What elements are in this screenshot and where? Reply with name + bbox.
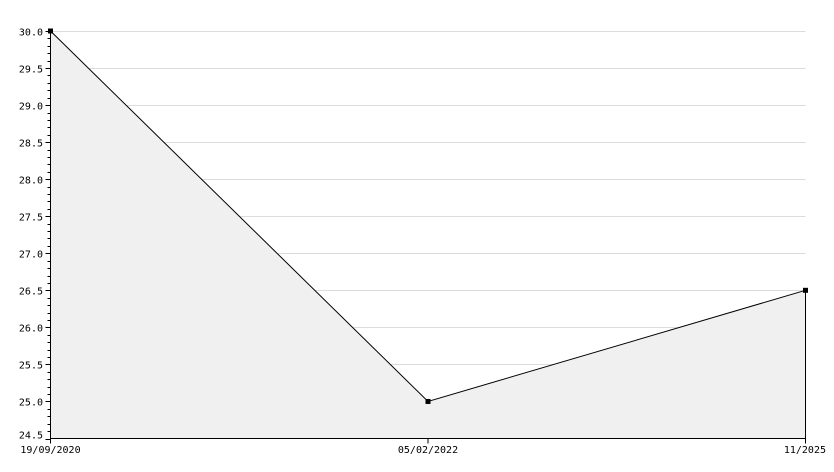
- y-tick-label: 28.0: [19, 176, 43, 187]
- y-tick-label: 25.0: [19, 398, 43, 409]
- x-tick-label: 19/09/2020: [20, 445, 80, 456]
- x-axis: 19/09/2020 05/02/2022 11/2025: [20, 290, 826, 456]
- data-point: [48, 28, 53, 34]
- x-tick-label: 05/02/2022: [398, 445, 458, 456]
- data-point: [803, 287, 808, 293]
- area-fill: [50, 31, 806, 439]
- y-tick-label: 27.0: [19, 250, 43, 261]
- y-tick-label: 25.5: [19, 361, 43, 372]
- y-tick-label: 26.5: [19, 287, 43, 298]
- data-points: [48, 28, 808, 404]
- y-tick-label: 26.0: [19, 324, 43, 335]
- data-point: [425, 398, 431, 404]
- y-tick-label: 29.0: [19, 102, 43, 113]
- y-tick-label: 30.0: [19, 28, 43, 39]
- y-tick-label: 29.5: [19, 65, 43, 76]
- x-tick-label: 11/2025: [784, 445, 826, 456]
- y-tick-label: 24.5: [19, 431, 43, 442]
- y-tick-label: 27.5: [19, 213, 43, 224]
- y-axis: 24.5 25.0 25.5 26.0 26.5 27.0 27.5 28.0 28.5 29.0…: [19, 28, 51, 442]
- y-tick-label: 28.5: [19, 139, 43, 150]
